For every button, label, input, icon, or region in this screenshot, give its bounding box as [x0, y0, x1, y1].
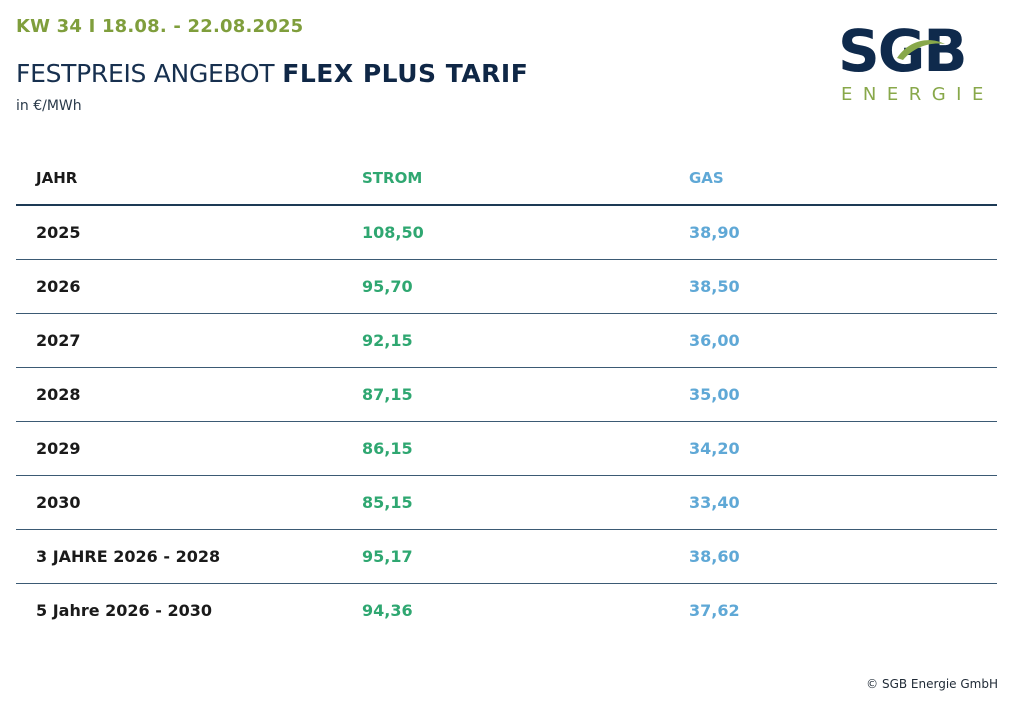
header-strom: STROM [362, 169, 423, 187]
week-label: KW 34 I 18.08. - 22.08.2025 [16, 16, 304, 37]
cell-strom: 86,15 [362, 439, 413, 458]
cell-strom: 92,15 [362, 331, 413, 350]
cell-strom: 94,36 [362, 601, 413, 620]
cell-gas: 38,90 [689, 223, 740, 242]
cell-gas: 35,00 [689, 385, 740, 404]
table-row: 2029 86,15 34,20 [16, 422, 997, 476]
cell-strom: 108,50 [362, 223, 424, 242]
header-gas: GAS [689, 169, 724, 187]
header-jahr: JAHR [36, 169, 78, 187]
cell-gas: 38,60 [689, 547, 740, 566]
cell-jahr: 2025 [36, 223, 81, 242]
cell-jahr: 2030 [36, 493, 81, 512]
cell-jahr: 3 JAHRE 2026 - 2028 [36, 547, 221, 566]
page-title: FESTPREIS ANGEBOT FLEX PLUS TARIF [16, 59, 528, 88]
table-row: 2027 92,15 36,00 [16, 314, 997, 368]
table-row: 2025 108,50 38,90 [16, 206, 997, 260]
cell-gas: 36,00 [689, 331, 740, 350]
cell-gas: 37,62 [689, 601, 740, 620]
table-row: 2026 95,70 38,50 [16, 260, 997, 314]
copyright-notice: © SGB Energie GmbH [866, 677, 998, 691]
cell-jahr: 2027 [36, 331, 81, 350]
cell-strom: 95,17 [362, 547, 413, 566]
table-row: 2028 87,15 35,00 [16, 368, 997, 422]
title-light: FESTPREIS ANGEBOT [16, 59, 275, 88]
cell-jahr: 5 Jahre 2026 - 2030 [36, 601, 212, 620]
price-table: JAHR STROM GAS 2025 108,50 38,90 2026 95… [16, 152, 997, 637]
logo-subtitle: ENERGIE [841, 84, 994, 105]
cell-strom: 87,15 [362, 385, 413, 404]
cell-jahr: 2029 [36, 439, 81, 458]
table-row: 2030 85,15 33,40 [16, 476, 997, 530]
table-row: 5 Jahre 2026 - 2030 94,36 37,62 [16, 584, 997, 637]
table-header: JAHR STROM GAS [16, 152, 997, 206]
cell-gas: 33,40 [689, 493, 740, 512]
cell-jahr: 2026 [36, 277, 81, 296]
title-bold: FLEX PLUS TARIF [282, 59, 529, 88]
logo-swoosh-icon [897, 40, 945, 60]
table-row: 3 JAHRE 2026 - 2028 95,17 38,60 [16, 530, 997, 584]
cell-strom: 95,70 [362, 277, 413, 296]
cell-strom: 85,15 [362, 493, 413, 512]
cell-jahr: 2028 [36, 385, 81, 404]
cell-gas: 38,50 [689, 277, 740, 296]
company-logo: SGB ENERGIE [838, 20, 1002, 110]
cell-gas: 34,20 [689, 439, 740, 458]
unit-label: in €/MWh [16, 98, 82, 114]
